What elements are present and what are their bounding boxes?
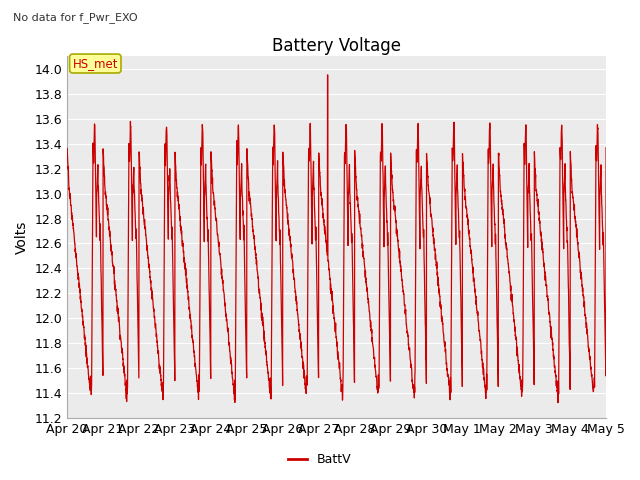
Text: No data for f_Pwr_EXO: No data for f_Pwr_EXO [13, 12, 138, 23]
Text: HS_met: HS_met [72, 57, 118, 70]
Legend: BattV: BattV [284, 448, 356, 471]
Y-axis label: Volts: Volts [15, 220, 29, 254]
Title: Battery Voltage: Battery Voltage [272, 36, 401, 55]
